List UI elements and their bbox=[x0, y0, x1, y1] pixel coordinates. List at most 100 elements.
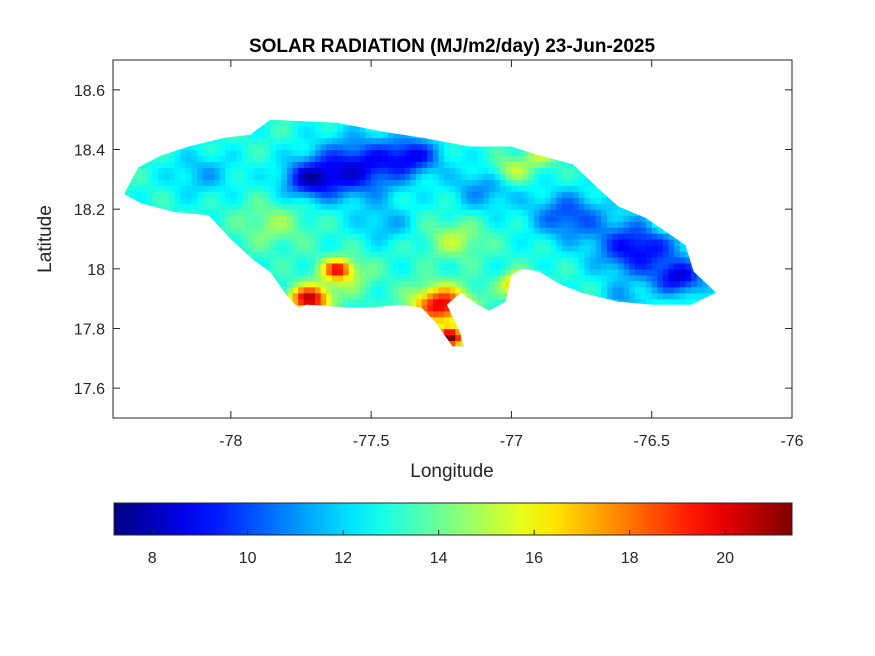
heatmap-cell bbox=[359, 233, 367, 240]
heatmap-cell bbox=[623, 256, 630, 264]
heatmap-cell bbox=[438, 239, 445, 246]
heatmap-cell bbox=[286, 227, 294, 234]
heatmap-cell bbox=[309, 191, 316, 198]
heatmap-cell bbox=[337, 137, 344, 145]
heatmap-cell bbox=[219, 149, 226, 157]
heatmap-cell bbox=[466, 274, 473, 282]
heatmap-cell bbox=[343, 125, 350, 133]
heatmap-cell bbox=[545, 215, 552, 222]
heatmap-cell bbox=[197, 203, 204, 210]
heatmap-cell bbox=[376, 209, 383, 216]
heatmap-cell bbox=[612, 250, 619, 258]
heatmap-cell bbox=[416, 179, 423, 186]
heatmap-cell bbox=[449, 143, 456, 151]
heatmap-cell bbox=[236, 227, 243, 234]
heatmap-cell bbox=[427, 149, 434, 157]
heatmap-cell bbox=[202, 143, 209, 151]
y-tick-label: 18 bbox=[87, 262, 105, 279]
heatmap-cell bbox=[281, 119, 288, 127]
heatmap-cell bbox=[601, 268, 608, 276]
heatmap-cell bbox=[365, 215, 372, 222]
heatmap-cell bbox=[618, 292, 625, 300]
heatmap-cell bbox=[657, 274, 664, 282]
heatmap-cell bbox=[410, 203, 417, 210]
heatmap-cell bbox=[354, 167, 361, 174]
heatmap-cell bbox=[365, 227, 372, 234]
heatmap-cell bbox=[646, 274, 653, 282]
heatmap-cell bbox=[393, 131, 400, 139]
heatmap-cell bbox=[416, 143, 423, 151]
heatmap-cell bbox=[219, 143, 226, 151]
heatmap-cell bbox=[416, 286, 423, 294]
heatmap-cell bbox=[539, 221, 546, 228]
heatmap-cell bbox=[674, 256, 681, 264]
heatmap-cell bbox=[309, 221, 316, 228]
heatmap-cell bbox=[371, 173, 378, 180]
heatmap-cell bbox=[270, 262, 277, 270]
heatmap-cell bbox=[242, 137, 249, 145]
heatmap-cell bbox=[500, 274, 507, 282]
heatmap-cell bbox=[601, 227, 608, 234]
heatmap-cell bbox=[410, 215, 417, 222]
heatmap-cell bbox=[393, 203, 400, 210]
heatmap-cell bbox=[214, 143, 221, 151]
heatmap-cell bbox=[236, 191, 243, 198]
heatmap-cell bbox=[410, 256, 417, 264]
x-tick-label: -78 bbox=[219, 433, 242, 450]
heatmap-cell bbox=[505, 215, 513, 222]
heatmap-cell bbox=[399, 161, 406, 168]
heatmap-cell bbox=[242, 209, 249, 216]
heatmap-cell bbox=[657, 233, 664, 240]
heatmap-cell bbox=[354, 143, 361, 151]
heatmap-cell bbox=[376, 250, 383, 258]
heatmap-cell bbox=[343, 268, 350, 276]
colorbar-tick-label: 12 bbox=[334, 550, 352, 567]
heatmap-cell bbox=[623, 286, 630, 294]
heatmap-cell bbox=[326, 191, 333, 198]
heatmap-cell bbox=[679, 286, 686, 294]
heatmap-cell bbox=[146, 185, 153, 192]
heatmap-cell bbox=[623, 274, 630, 282]
heatmap-cell bbox=[449, 149, 456, 157]
heatmap-cell bbox=[438, 244, 445, 252]
heatmap-cell bbox=[606, 256, 614, 264]
heatmap-cell bbox=[432, 286, 440, 294]
heatmap-cell bbox=[354, 274, 361, 282]
heatmap-cell bbox=[500, 155, 507, 163]
heatmap-cell bbox=[410, 286, 417, 294]
heatmap-cell bbox=[432, 191, 440, 198]
heatmap-cell bbox=[270, 167, 277, 174]
heatmap-cell bbox=[376, 280, 383, 288]
heatmap-cell bbox=[438, 233, 445, 240]
heatmap-cell bbox=[275, 244, 282, 252]
heatmap-cell bbox=[331, 161, 339, 168]
heatmap-cell bbox=[623, 292, 630, 300]
heatmap-cell bbox=[157, 185, 165, 192]
heatmap-cell bbox=[393, 137, 400, 145]
heatmap-cell bbox=[646, 286, 653, 294]
heatmap-cell bbox=[343, 191, 350, 198]
heatmap-cell bbox=[399, 191, 406, 198]
heatmap-cell bbox=[303, 155, 310, 163]
heatmap-cell bbox=[634, 250, 642, 258]
heatmap-cell bbox=[601, 292, 608, 300]
heatmap-cell bbox=[326, 268, 333, 276]
heatmap-cell bbox=[696, 280, 703, 288]
heatmap-cell bbox=[202, 203, 209, 210]
heatmap-cell bbox=[303, 185, 310, 192]
heatmap-cell bbox=[326, 292, 333, 300]
heatmap-cell bbox=[528, 215, 535, 222]
heatmap-cell bbox=[331, 244, 339, 252]
heatmap-cell bbox=[247, 209, 254, 216]
heatmap-cell bbox=[483, 239, 490, 246]
heatmap-cell bbox=[668, 256, 675, 264]
heatmap-cell bbox=[320, 280, 327, 288]
heatmap-cell bbox=[275, 233, 282, 240]
heatmap-cell bbox=[258, 233, 266, 240]
heatmap-cell bbox=[320, 262, 327, 270]
heatmap-cell bbox=[371, 215, 378, 222]
heatmap-cell bbox=[253, 173, 260, 180]
heatmap-cell bbox=[432, 179, 440, 186]
heatmap-cell bbox=[382, 286, 389, 294]
heatmap-cell bbox=[337, 292, 344, 300]
